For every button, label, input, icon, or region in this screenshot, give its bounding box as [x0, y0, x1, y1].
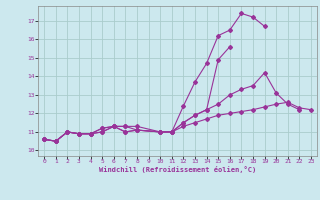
X-axis label: Windchill (Refroidissement éolien,°C): Windchill (Refroidissement éolien,°C)	[99, 166, 256, 173]
